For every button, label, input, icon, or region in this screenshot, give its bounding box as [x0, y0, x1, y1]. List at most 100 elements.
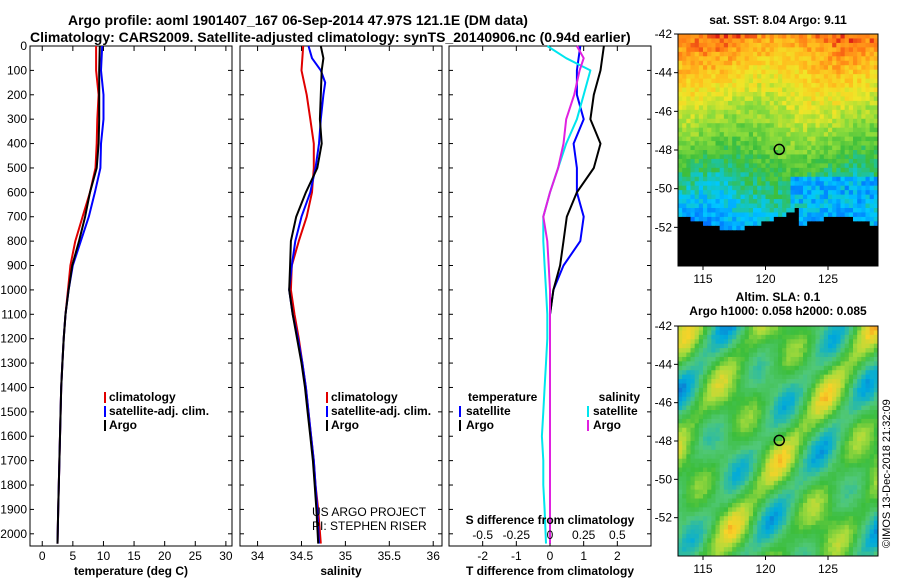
map-cell — [728, 520, 733, 526]
map-cell — [769, 374, 775, 380]
map-cell — [703, 356, 708, 362]
map-cell — [807, 176, 812, 182]
map-cell — [778, 427, 783, 433]
map-cell — [861, 118, 866, 124]
map-cell — [694, 141, 700, 147]
map-cell — [690, 87, 696, 93]
map-cell — [765, 502, 771, 508]
map-cell — [690, 387, 696, 393]
map-cell — [715, 225, 721, 231]
map-cell — [823, 463, 829, 469]
map-cell — [798, 423, 804, 429]
map-cell — [832, 485, 837, 491]
map-cell — [707, 172, 712, 178]
map-cell — [807, 105, 812, 111]
map-cell — [736, 387, 741, 393]
map-cell — [786, 216, 791, 222]
map-cell — [811, 261, 816, 267]
map-cell — [873, 145, 879, 151]
map-cell — [853, 511, 858, 517]
map-cell — [736, 507, 741, 513]
map-cell — [794, 158, 800, 164]
map-cell — [715, 463, 721, 469]
map-cell — [790, 34, 796, 39]
map-cell — [711, 516, 716, 522]
map-cell — [865, 132, 871, 138]
map-cell — [869, 361, 875, 367]
map-cell — [736, 401, 741, 407]
map-cell — [773, 83, 779, 89]
map-cell — [711, 339, 716, 345]
map-cell — [844, 401, 850, 407]
map-cell — [848, 42, 854, 48]
map-cell — [686, 326, 691, 331]
map-cell — [811, 42, 816, 48]
map-cell — [753, 352, 758, 358]
map-cell — [753, 56, 758, 62]
map-cell — [690, 494, 696, 499]
map-cell — [678, 69, 683, 75]
map-cell — [757, 410, 762, 415]
map-cell — [782, 239, 787, 245]
map-cell — [819, 383, 825, 389]
map-cell — [807, 181, 812, 187]
map-cell — [678, 127, 683, 133]
map-cell — [848, 365, 854, 371]
map-cell — [703, 225, 708, 231]
map-cell — [811, 167, 816, 173]
map-cell — [840, 172, 846, 178]
map-cell — [844, 225, 850, 231]
map-cell — [748, 383, 754, 389]
map-cell — [790, 379, 796, 384]
map-cell — [690, 203, 696, 209]
map-cell — [786, 370, 791, 376]
map-cell — [690, 374, 696, 380]
map-cell — [807, 203, 812, 209]
map-cell — [723, 252, 729, 258]
map-cell — [690, 69, 696, 75]
map-cell — [773, 239, 779, 245]
map-cell — [707, 145, 712, 151]
map-cell — [794, 489, 800, 495]
map-cell — [794, 252, 800, 258]
map-cell — [786, 38, 791, 44]
map-cell — [678, 96, 683, 102]
map-cell — [865, 216, 871, 222]
map-cell — [744, 502, 750, 508]
map-cell — [803, 69, 808, 75]
map-cell — [823, 56, 829, 62]
map-cell — [715, 100, 721, 106]
map-cell — [823, 136, 829, 142]
map-cell — [757, 154, 762, 160]
map-cell — [757, 414, 762, 420]
map-cell — [740, 172, 746, 178]
map-cell — [698, 65, 704, 71]
map-cell — [715, 396, 721, 402]
map-cell — [765, 458, 771, 464]
map-cell — [719, 383, 725, 389]
map-cell — [744, 520, 750, 526]
map-cell — [694, 127, 700, 133]
map-cell — [748, 158, 754, 164]
map-cell — [815, 414, 821, 420]
map-cell — [873, 239, 879, 245]
map-cell — [828, 458, 833, 464]
map-cell — [740, 42, 746, 48]
map-cell — [828, 114, 833, 120]
map-cell — [698, 379, 704, 384]
map-cell — [803, 414, 808, 420]
map-cell — [794, 494, 800, 499]
map-cell — [790, 445, 796, 451]
map-cell — [765, 230, 771, 236]
map-cell — [744, 83, 750, 89]
map-cell — [819, 441, 825, 446]
map-cell — [736, 221, 741, 227]
map-cell — [807, 467, 812, 473]
map-cell — [728, 339, 733, 345]
map-cell — [778, 502, 783, 508]
map-cell — [707, 520, 712, 526]
map-cell — [869, 414, 875, 420]
map-cell — [786, 243, 791, 249]
map-cell — [840, 239, 846, 245]
map-cell — [836, 520, 841, 526]
